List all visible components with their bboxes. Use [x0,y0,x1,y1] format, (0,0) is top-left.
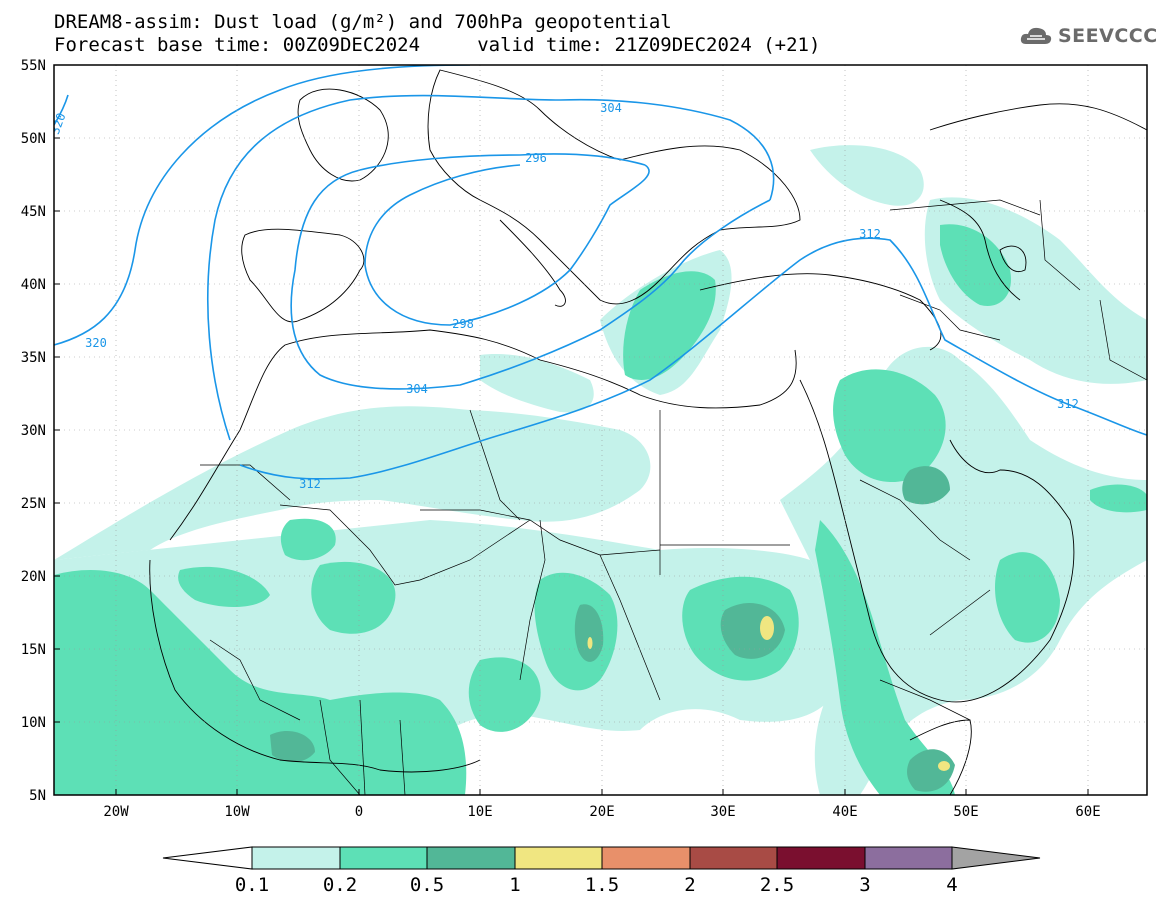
colorbar-label: 2 [684,874,695,896]
lon-label: 20W [103,804,129,820]
lat-label: 55N [21,58,46,74]
colorbar-label: 1.5 [585,874,619,896]
colorbar-swatch [776,846,866,870]
colorbar-label: 0.2 [323,874,357,896]
colorbar-swatch [426,846,516,870]
dust-layer-dark [270,466,955,792]
axis-ticks [54,64,1089,795]
lon-label: 60E [1075,804,1100,820]
lat-label: 40N [21,277,46,293]
lon-label: 0 [355,804,363,820]
colorbar-swatch [514,846,603,870]
seevccc-logo: SEEVCCC [1018,24,1158,48]
colorbar-label: 0.5 [410,874,444,896]
colorbar-label: 2.5 [760,874,794,896]
colorbar-label: 3 [859,874,870,896]
contour-label: 304 [406,382,428,396]
country-borders [200,199,1147,795]
contour-label: 304 [600,101,622,115]
lon-label: 10W [224,804,250,820]
contour-label: 320 [85,336,107,350]
map-title: DREAM8-assim: Dust load (g/m²) and 700hP… [54,11,672,33]
lat-label: 25N [21,496,46,512]
colorbar-swatch [339,846,428,870]
geopotential-contours [54,65,1147,480]
lon-label: 10E [467,804,492,820]
contour-label: 312 [859,227,881,241]
colorbar-swatch [689,846,778,870]
lon-label: 30E [710,804,735,820]
lat-label: 45N [21,204,46,220]
colorbar-over-arrow [951,846,1041,870]
colorbar-label: 4 [946,874,957,896]
cloud-icon [1020,27,1052,44]
colorbar-swatch [601,846,691,870]
colorbar-swatch [864,846,953,870]
colorbar-swatch [251,846,341,870]
lon-label: 40E [832,804,857,820]
lon-label: 20E [589,804,614,820]
lat-label: 50N [21,131,46,147]
lat-label: 5N [29,788,46,804]
map-area: 320 304 296 312 298 304 320 312 312 [54,65,1147,795]
lat-label: 30N [21,423,46,439]
colorbar [162,846,1041,870]
lat-label: 20N [21,569,46,585]
lon-label: 50E [953,804,978,820]
colorbar-label: 0.1 [235,874,269,896]
colorbar-label: 1 [509,874,520,896]
gridlines [54,65,1147,795]
longitude-labels: 20W 10W 0 10E 20E 30E 40E 50E 60E [103,804,1100,820]
lat-label: 15N [21,642,46,658]
contour-label: 296 [525,151,547,165]
logo-text: SEEVCCC [1058,25,1158,47]
lat-label: 35N [21,350,46,366]
contour-labels: 320 304 296 312 298 304 320 312 312 [54,101,1079,491]
contour-label: 312 [299,477,321,491]
dust-layer-yellow [587,616,950,771]
forecast-time-line: Forecast base time: 00Z09DEC2024 valid t… [54,34,821,56]
colorbar-under-arrow [162,846,253,870]
lat-label: 10N [21,715,46,731]
latitude-labels: 55N 50N 45N 40N 35N 30N 25N 20N 15N 10N … [21,58,46,804]
coastlines [149,69,1147,795]
colorbar-labels: 0.1 0.2 0.5 1 1.5 2 2.5 3 4 [235,874,958,896]
contour-label: 312 [1057,397,1079,411]
contour-label: 298 [452,317,474,331]
